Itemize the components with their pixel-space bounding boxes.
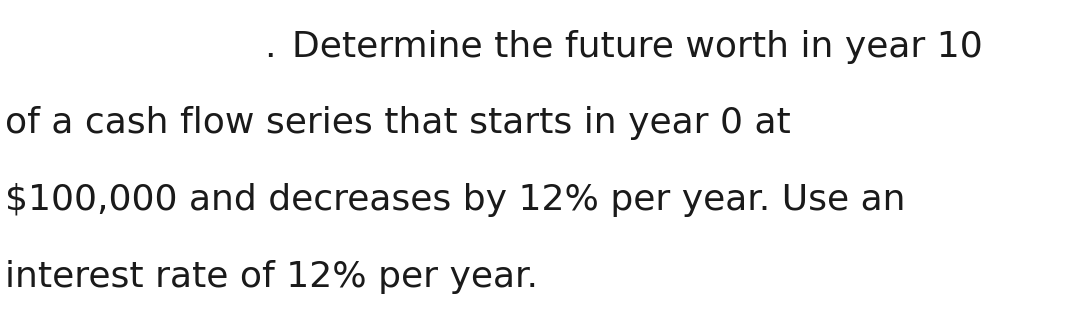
Text: .: . [265, 30, 276, 64]
Text: interest rate of 12% per year.: interest rate of 12% per year. [5, 260, 539, 294]
Text: Determine the future worth in year 10: Determine the future worth in year 10 [292, 30, 983, 64]
Text: $100,000 and decreases by 12% per year. Use an: $100,000 and decreases by 12% per year. … [5, 183, 906, 217]
Text: of a cash flow series that starts in year 0 at: of a cash flow series that starts in yea… [5, 106, 792, 140]
